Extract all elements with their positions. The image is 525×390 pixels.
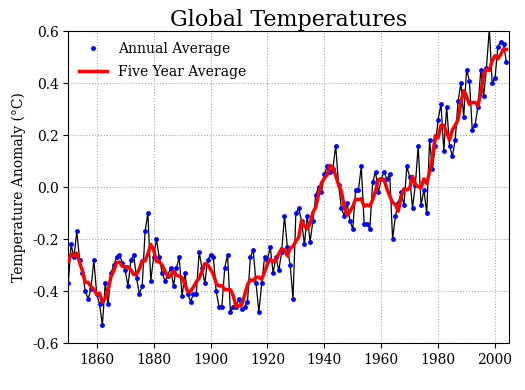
Five Year Average <box>500 46 507 51</box>
Title: Global Temperatures: Global Temperatures <box>170 9 407 31</box>
Five Year Average <box>464 94 470 99</box>
Annual Average <box>435 117 442 122</box>
Five Year Average <box>435 135 442 140</box>
Five Year Average <box>233 305 239 309</box>
Five Year Average <box>503 47 510 52</box>
Annual Average <box>464 68 470 73</box>
Annual Average <box>372 169 379 174</box>
Annual Average <box>278 250 285 255</box>
Annual Average <box>99 323 106 327</box>
Five Year Average <box>492 53 498 58</box>
Five Year Average <box>458 100 464 105</box>
Line: Annual Average: Annual Average <box>66 26 509 328</box>
Legend: Annual Average, Five Year Average: Annual Average, Five Year Average <box>75 38 250 83</box>
Annual Average <box>495 44 501 49</box>
Line: Five Year Average: Five Year Average <box>68 49 507 307</box>
Annual Average <box>458 81 464 85</box>
Five Year Average <box>65 259 71 264</box>
Annual Average <box>486 26 492 31</box>
Five Year Average <box>372 188 379 193</box>
Annual Average <box>65 281 71 286</box>
Annual Average <box>503 60 510 65</box>
Y-axis label: Temperature Anomaly (°C): Temperature Anomaly (°C) <box>12 92 26 282</box>
Five Year Average <box>278 246 285 251</box>
